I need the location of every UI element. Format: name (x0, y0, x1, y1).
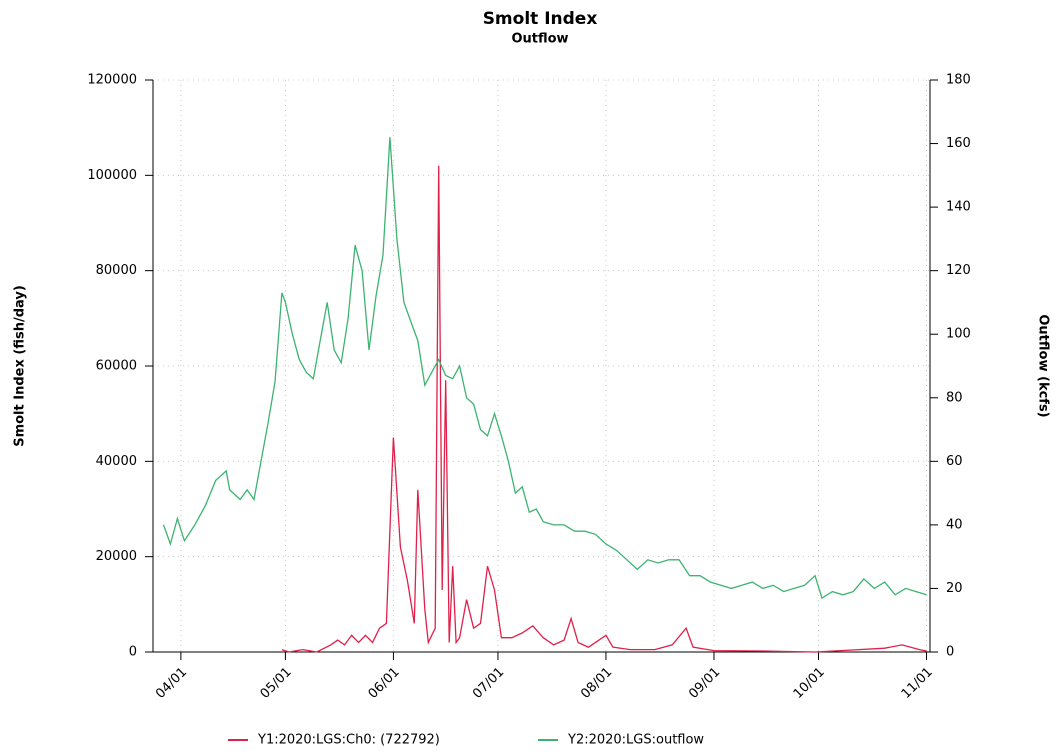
y-tick-label: 120000 (87, 73, 137, 88)
y-tick-label: 40000 (96, 454, 137, 469)
y-tick-label: 100000 (87, 168, 137, 183)
y2-tick-label: 0 (946, 645, 954, 660)
x-tick-label: 06/01 (366, 665, 403, 702)
y-tick-label: 20000 (96, 549, 137, 564)
x-tick-label: 10/01 (791, 665, 828, 702)
y2-tick-label: 140 (946, 200, 971, 215)
y2-tick-label: 80 (946, 390, 963, 405)
y-tick-label: 60000 (96, 359, 137, 374)
x-tick-label: 11/01 (899, 665, 936, 702)
y2-tick-label: 60 (946, 454, 963, 469)
x-tick-label: 04/01 (153, 665, 190, 702)
series-line (281, 165, 927, 653)
chart-title: Smolt Index (483, 9, 598, 29)
x-tick-label: 05/01 (258, 665, 295, 702)
legend-label: Y1:2020:LGS:Ch0: (722792) (257, 733, 440, 748)
y2-tick-label: 100 (946, 327, 971, 342)
y2-tick-label: 40 (946, 517, 963, 532)
y-tick-label: 80000 (96, 263, 137, 278)
y2-tick-label: 160 (946, 136, 971, 151)
x-tick-label: 07/01 (470, 665, 507, 702)
chart-subtitle: Outflow (511, 32, 568, 47)
legend-label: Y2:2020:LGS:outflow (567, 733, 704, 748)
x-tick-label: 08/01 (578, 665, 615, 702)
y2-axis-label: Outflow (kcfs) (1036, 314, 1051, 417)
y-axis-label: Smolt Index (fish/day) (13, 285, 28, 447)
y-tick-label: 0 (129, 645, 137, 660)
x-tick-label: 09/01 (686, 665, 723, 702)
y2-tick-label: 120 (946, 263, 971, 278)
series-line (162, 137, 927, 599)
y2-tick-label: 20 (946, 581, 963, 596)
y2-tick-label: 180 (946, 73, 971, 88)
